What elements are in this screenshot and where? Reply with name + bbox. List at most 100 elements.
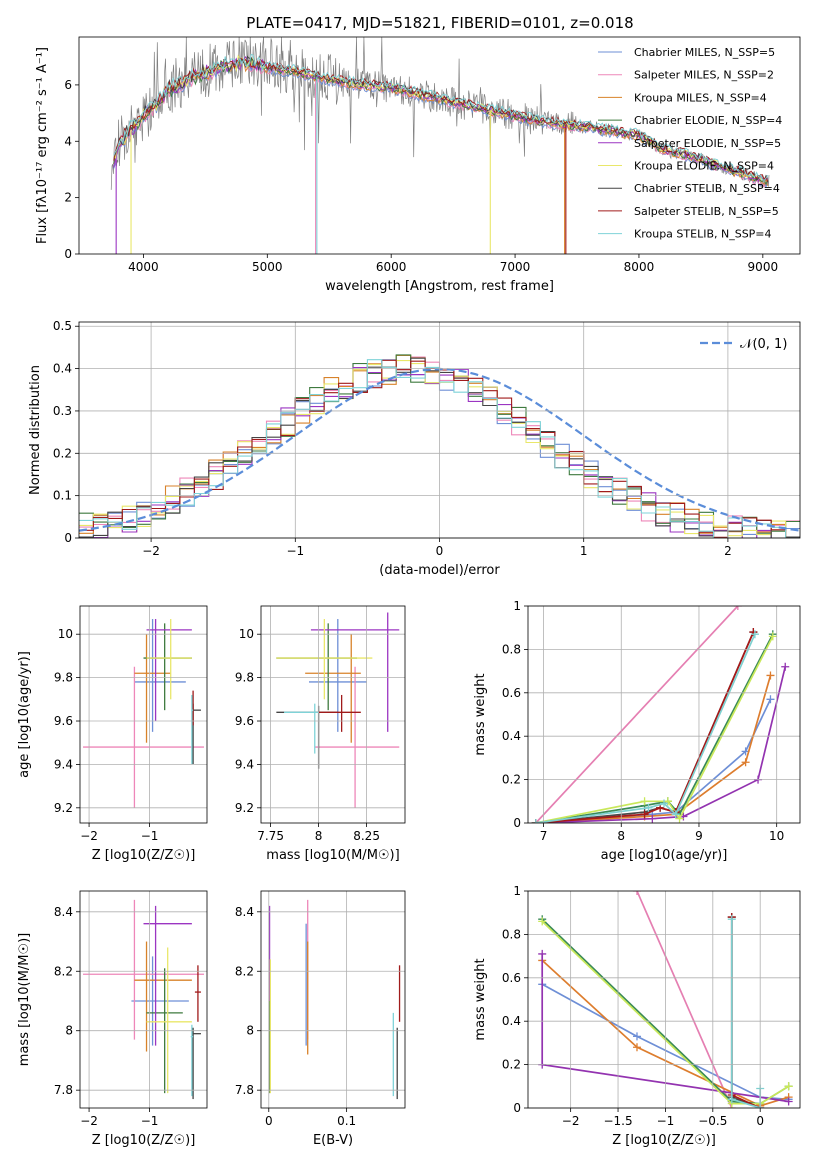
estimate-point [314,666,400,808]
estimate-point [146,947,192,1094]
mass-weight-line [541,959,789,1107]
mass-vs-Z-plot-area [83,899,204,1100]
y-axis-label: age [log10(age/yr)] [17,651,32,778]
x-axis-label: (data-model)/error [379,563,500,578]
mass-weight-marker [538,949,547,958]
x-tick-label: −1 [141,829,159,843]
x-tick-label: 0.1 [337,1114,356,1128]
x-tick-label: 8 [315,829,323,843]
x-tick-label: 9 [695,829,703,843]
x-axis-label: mass [log10(M/M☉)] [266,848,399,863]
y-axis-label: mass weight [473,673,488,755]
mass-weight-vs-age-panel: 7 8 9 10 0 0.2 0.4 0.6 0.8 1 age [log10(age/yr)] ma… [473,599,801,863]
mass-weight-line [535,633,756,823]
y-tick-label: 9.8 [235,671,254,685]
residuals-legend: 𝒩(0, 1) [700,337,787,352]
y-axis-label: Normed distribution [28,365,43,495]
axes-frame [260,890,406,1109]
y-tick-label: 7.8 [54,1083,73,1097]
estimate-point [314,694,361,732]
axes-frame [78,36,801,255]
mass-weight-vs-metallicity-panel: −2 −1.5 −1 −0.5 0 0 0.2 0.4 0.6 0.8 1 Z [log10(Z/Z☉… [473,884,801,1148]
x-tick-label: 8 [617,829,625,843]
estimate-point [190,1024,194,1097]
y-tick-label: 0 [64,247,72,261]
mass-weight-marker [768,632,777,641]
x-tick-label: −2 [80,829,98,843]
x-tick-label: 5000 [252,260,283,274]
axes-frame [527,605,801,824]
y-tick-label: 9.2 [54,801,73,815]
mass-weight-line [535,631,755,823]
y-tick-label: 9.8 [54,671,73,685]
estimate-point [146,619,192,700]
mass-weight-marker [648,814,657,823]
axes-frame [79,605,208,824]
age-vs-mass-plot-area [276,612,400,808]
mass-weight-marker [660,799,668,808]
estimate-point [134,619,186,732]
mass-weight-marker [644,803,653,812]
y-tick-label: 0.5 [53,319,72,333]
mass-weight-marker [784,1097,793,1106]
estimate-point [284,703,319,754]
mass-weight-marker [538,917,547,926]
legend-entry: Salpeter ELODIE, N_SSP=5 [634,137,781,150]
y-tick-label: 0.2 [502,1058,521,1072]
estimate-point [191,1027,201,1100]
y-tick-label: 10 [58,627,73,641]
age-vs-Z-plot-area [83,619,204,808]
mass-weight-marker [766,695,775,704]
x-tick-label: 7 [540,829,548,843]
mass-weight-marker [733,606,742,610]
estimate-point [146,619,192,722]
x-axis-label: wavelength [Angstrom, rest frame] [325,279,554,294]
y-tick-label: 0.6 [502,686,521,700]
age-vs-mass-panel: 7.75 8 8.25 9.2 9.4 9.6 9.8 10 mass [log10(M/M☉)… [235,605,406,863]
x-axis-label: Z [log10(Z/Z☉)] [92,848,196,863]
legend-entry: Chabrier ELODIE, N_SSP=4 [634,114,782,127]
y-tick-label: 8.4 [235,905,254,919]
y-axis-label: mass weight [473,958,488,1040]
mass-weight-marker [750,630,759,639]
mass-weight-line [541,983,789,1101]
y-tick-label: 0.4 [502,1014,521,1028]
figure-title: PLATE=0417, MJD=51821, FIBERID=0101, z=0… [246,14,633,32]
y-tick-label: 9.4 [54,757,73,771]
axes-frame [79,890,208,1109]
mass-vs-EBV-plot-area [268,899,401,1100]
x-axis-label: Z [log10(Z/Z☉)] [92,1133,196,1148]
estimate-point [131,956,189,1046]
y-tick-label: 0.3 [53,404,72,418]
y-tick-label: 4 [64,134,72,148]
x-tick-label: 7000 [500,260,531,274]
y-tick-label: 0 [513,816,521,830]
x-tick-label: −2 [80,1114,98,1128]
y-tick-label: 8.2 [54,964,73,978]
mass-vs-metallicity-panel: −2 −1 7.8 8 8.2 8.4 Z [log10(Z/Z☉)] mass [log10… [17,890,208,1148]
mass-weight-line [730,917,761,1108]
legend-entry: 𝒩(0, 1) [740,337,787,352]
y-tick-label: 8 [65,1024,73,1038]
estimate-point [83,899,204,1040]
mass-weight-marker [632,1032,641,1041]
y-tick-label: 9.4 [235,757,254,771]
mass-weight-line [730,917,761,1108]
x-tick-label: 0 [265,1114,273,1128]
axes-frame [260,605,406,824]
mass-weight-marker [640,810,649,819]
estimate-point [276,705,338,769]
y-tick-label: 0.6 [502,971,521,985]
x-axis-label: Z [log10(Z/Z☉)] [612,1133,716,1148]
estimate-point [309,619,367,732]
x-tick-label: 2 [724,544,732,558]
x-axis-label: age [log10(age/yr)] [601,848,728,863]
mass-weight-line [636,891,733,1108]
x-tick-label: 6000 [376,260,407,274]
y-tick-label: 0.4 [502,729,521,743]
estimate-point [134,941,192,1052]
y-tick-label: 0.8 [502,642,521,656]
mass-weight-line [535,636,774,823]
x-tick-label: 1 [580,544,588,558]
